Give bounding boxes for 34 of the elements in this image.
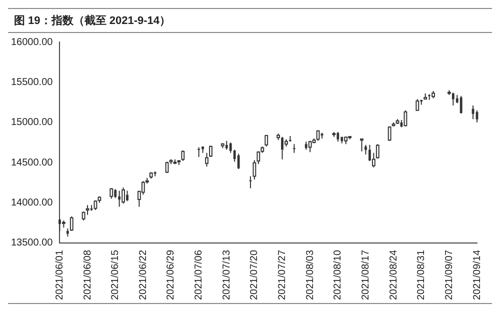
x-tick-label: 2021/06/22 xyxy=(138,250,149,300)
x-tick-label: 2021/08/17 xyxy=(360,250,372,300)
x-tick-label: 2021/09/07 xyxy=(444,250,455,300)
y-tick-label: 16000.00 xyxy=(10,36,54,48)
y-tick-label: 15000.00 xyxy=(10,117,54,128)
x-tick-label: 2021/06/08 xyxy=(82,250,94,300)
x-tick-label: 2021/06/01 xyxy=(54,250,66,300)
y-tick-label: 14500.00 xyxy=(10,157,54,168)
x-tick-label: 2021/06/15 xyxy=(110,250,122,300)
x-tick-label: 2021/06/29 xyxy=(166,250,177,300)
y-tick-label: 14000.00 xyxy=(10,198,54,209)
candlestick xyxy=(118,190,121,208)
candlestick xyxy=(428,94,431,100)
candlestick xyxy=(340,136,344,144)
candlestick xyxy=(452,92,454,106)
y-tick-label: 13500.00 xyxy=(10,238,54,249)
candlestick xyxy=(292,144,296,154)
candlestick xyxy=(198,146,200,158)
x-tick-label: 2021/08/03 xyxy=(304,250,316,300)
candlestick xyxy=(360,138,364,152)
x-tick-label: 2021/07/20 xyxy=(249,250,260,300)
candlestick xyxy=(460,95,462,114)
y-tick-label: 15500.00 xyxy=(10,76,54,88)
x-tick-label: 2021/07/27 xyxy=(277,250,288,300)
x-tick-label: 2021/08/31 xyxy=(416,250,428,300)
candlestick xyxy=(225,140,228,150)
x-tick-label: 2021/08/10 xyxy=(332,250,344,300)
candlestick xyxy=(66,228,69,238)
x-tick-label: 2021/08/24 xyxy=(388,250,400,300)
chart-title: 图 19：指数（截至 2021-9-14） xyxy=(8,8,492,33)
x-tick-label: 2021/07/13 xyxy=(221,250,232,300)
x-tick-label: 2021/09/14 xyxy=(472,250,483,300)
candlestick xyxy=(202,146,204,154)
x-tick-label: 2021/07/06 xyxy=(194,250,205,300)
